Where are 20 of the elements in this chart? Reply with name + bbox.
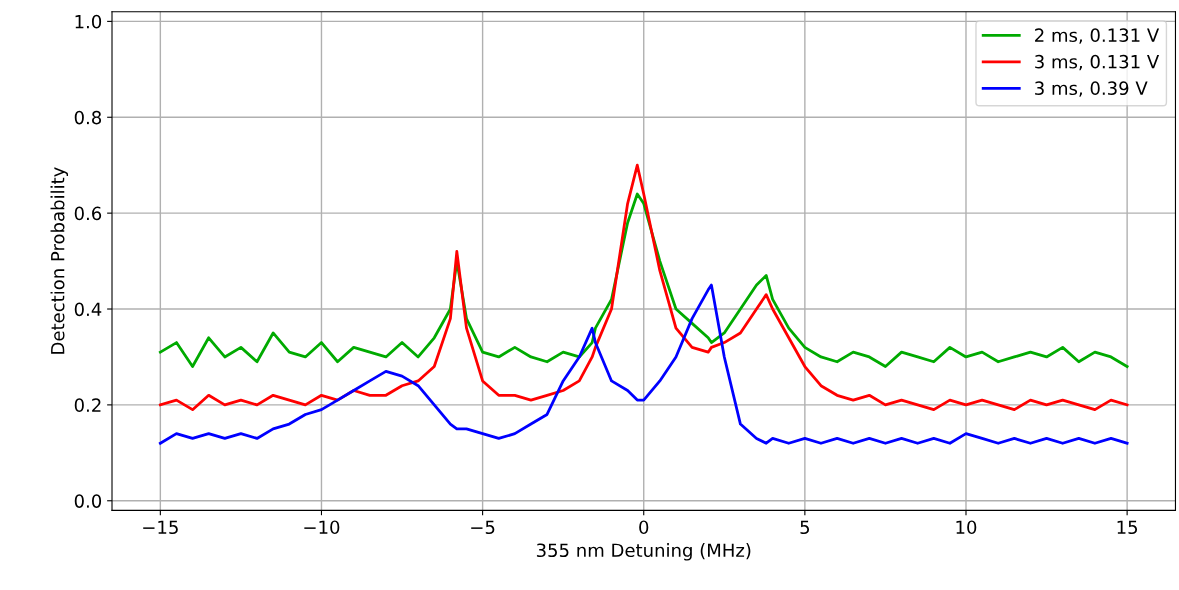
x-tick-label: −10 (304, 520, 340, 535)
y-tick-label: 0.2 (74, 398, 101, 412)
y-axis-title: Detection Probability (50, 167, 69, 354)
x-tick-label: 15 (1117, 520, 1138, 535)
line-series (158, 283, 1129, 445)
x-tick-label: 0 (639, 520, 649, 535)
x-axis-title: 355 nm Detuning (MHz) (536, 543, 751, 561)
x-tick-label: −15 (143, 520, 178, 535)
y-tick-label: 0.0 (74, 494, 102, 508)
legend-label: 3 ms, 0.131 V (1035, 54, 1160, 71)
y-tick-label: 1.0 (75, 14, 102, 29)
legend-label: 3 ms, 0.39 V (1035, 81, 1148, 97)
y-tick-label: 0.8 (74, 110, 102, 125)
legend-label: 2 ms, 0.131 V (1035, 28, 1160, 44)
x-tick-label: −5 (471, 520, 495, 535)
x-tick-label: 10 (956, 520, 977, 535)
y-tick-label: 0.4 (74, 302, 102, 317)
y-tick-label: 0.6 (74, 206, 102, 221)
x-tick-label: 5 (800, 520, 810, 535)
line-series (158, 163, 1129, 412)
